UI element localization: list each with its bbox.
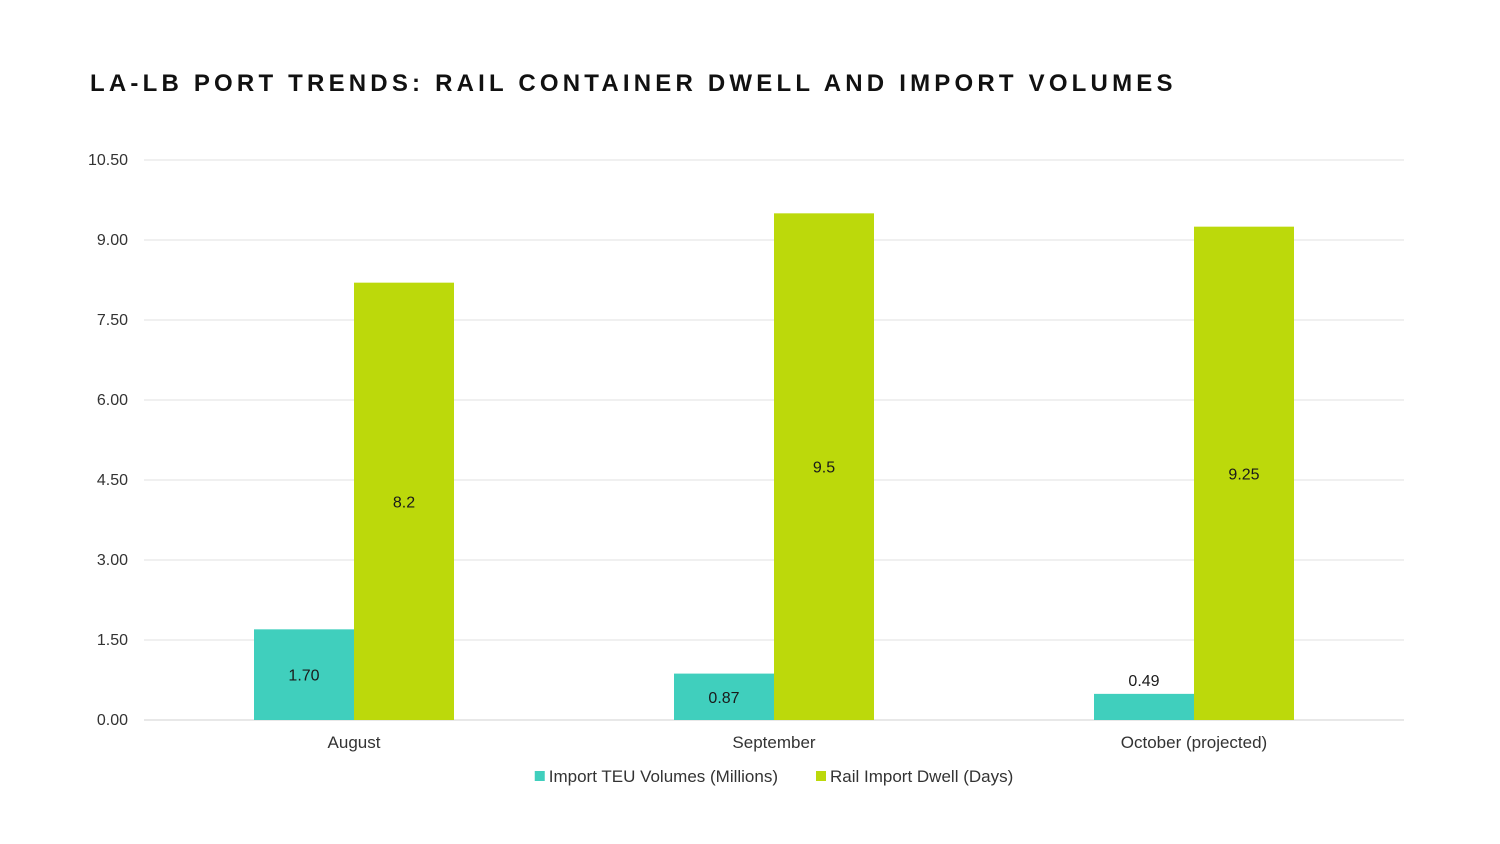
- legend-label: Rail Import Dwell (Days): [830, 767, 1013, 786]
- y-tick-label: 3.00: [97, 552, 128, 569]
- chart-title: LA-LB PORT TRENDS: RAIL CONTAINER DWELL …: [90, 70, 1177, 97]
- y-tick-label: 9.00: [97, 232, 128, 249]
- bar: [1094, 693, 1194, 720]
- data-label: 9.25: [1228, 466, 1259, 483]
- y-tick-label: 4.50: [97, 472, 128, 489]
- data-label: 1.70: [288, 668, 319, 685]
- bar: [674, 673, 774, 720]
- y-tick-label: 6.00: [97, 392, 128, 409]
- y-tick-label: 0.00: [97, 712, 128, 729]
- y-tick-label: 10.50: [88, 152, 128, 169]
- bar: [774, 213, 874, 721]
- y-tick-label: 1.50: [97, 632, 128, 649]
- data-label: 8.2: [393, 494, 415, 511]
- legend-label: Import TEU Volumes (Millions): [549, 767, 778, 786]
- bar: [354, 282, 454, 720]
- bar: [1194, 226, 1294, 720]
- bar: [254, 629, 354, 720]
- x-category-label: August: [328, 733, 381, 752]
- x-category-label: September: [732, 733, 815, 752]
- y-tick-label: 7.50: [97, 312, 128, 329]
- data-label: 0.49: [1128, 673, 1159, 690]
- data-label: 9.5: [813, 460, 835, 477]
- x-category-label: October (projected): [1121, 733, 1267, 752]
- legend-swatch: [816, 771, 826, 781]
- data-label: 0.87: [708, 690, 739, 707]
- legend-swatch: [534, 771, 545, 781]
